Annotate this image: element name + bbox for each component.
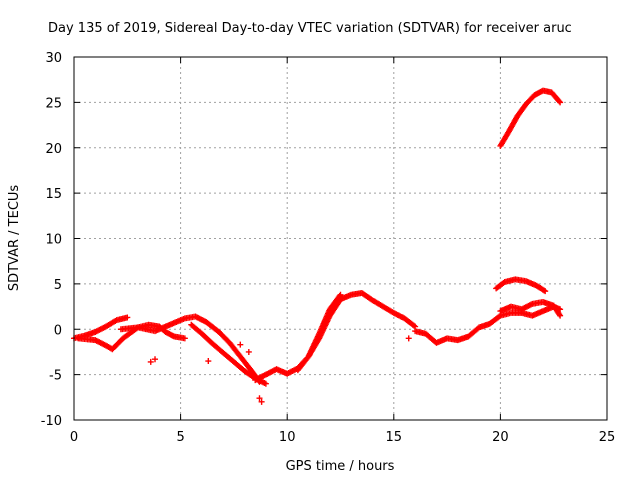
data-point	[205, 358, 212, 365]
axis-ticks: 0 5 10 15 20 25 -10 -5 0 5 10 15 20 25 30	[41, 51, 616, 445]
data-point	[237, 341, 244, 348]
x-axis-label: GPS time / hours	[286, 459, 395, 474]
y-tick-label: 5	[54, 278, 62, 293]
x-tick-label: 15	[386, 430, 403, 445]
chart-title: Day 135 of 2019, Sidereal Day-to-day VTE…	[48, 21, 572, 36]
data-point	[258, 398, 265, 405]
data-point	[405, 335, 412, 342]
data-point	[500, 279, 507, 286]
y-tick-label: 30	[45, 51, 62, 66]
y-tick-label: 25	[45, 96, 62, 111]
y-tick-label: -10	[41, 414, 62, 429]
data-point	[147, 358, 154, 365]
y-axis-label: SDTVAR / TECUs	[7, 185, 22, 292]
plot-frame	[73, 56, 608, 421]
data-point	[496, 313, 503, 320]
grid-lines	[74, 57, 607, 420]
x-tick-label: 25	[599, 430, 616, 445]
data-point	[540, 287, 547, 294]
y-tick-label: -5	[49, 369, 62, 384]
data-points	[71, 87, 564, 405]
data-point	[181, 335, 188, 342]
data-point	[262, 380, 269, 387]
x-tick-label: 5	[176, 430, 184, 445]
y-tick-label: 20	[45, 142, 62, 157]
data-point	[542, 288, 549, 295]
data-point	[245, 348, 252, 355]
data-point	[557, 99, 564, 106]
y-tick-label: 0	[54, 323, 62, 338]
data-point	[556, 98, 563, 105]
y-tick-label: 10	[45, 233, 62, 248]
data-point	[410, 322, 417, 329]
data-point	[557, 312, 564, 319]
x-tick-label: 20	[492, 430, 509, 445]
x-tick-label: 10	[279, 430, 296, 445]
y-tick-label: 15	[45, 187, 62, 202]
data-point	[124, 314, 131, 321]
data-point	[152, 356, 159, 363]
x-tick-label: 0	[70, 430, 78, 445]
data-point	[556, 311, 563, 318]
data-point	[256, 395, 263, 402]
